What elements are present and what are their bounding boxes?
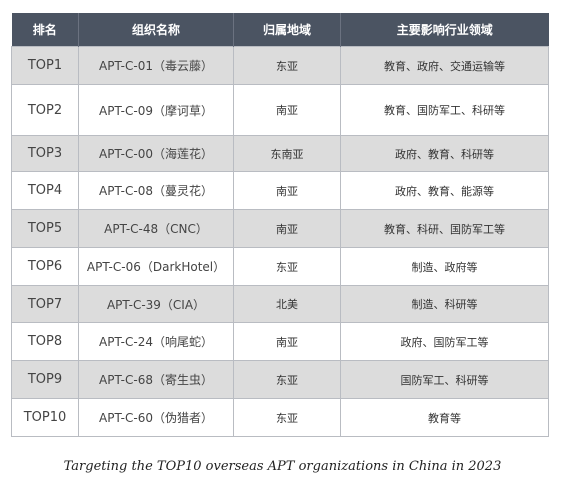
organization-cell: APT-C-09（摩诃草） <box>78 84 234 136</box>
table-row: TOP3 APT-C-00（海莲花） 东南亚 政府、教育、科研等 <box>11 135 549 172</box>
region-cell: 南亚 <box>233 84 341 136</box>
organization-cell: APT-C-39（CIA） <box>78 285 234 323</box>
region-cell: 南亚 <box>233 209 341 248</box>
region-cell: 东亚 <box>233 398 341 437</box>
table-row: TOP1 APT-C-01（毒云藤） 东亚 教育、政府、交通运输等 <box>11 46 549 85</box>
table-row: TOP9 APT-C-68（寄生虫） 东亚 国防军工、科研等 <box>11 360 549 399</box>
organization-cell: APT-C-60（伪猎者） <box>78 398 234 437</box>
rank-cell: TOP6 <box>11 247 79 286</box>
region-cell: 东亚 <box>233 46 341 85</box>
rank-cell: TOP10 <box>11 398 79 437</box>
industry-cell: 教育、国防军工、科研等 <box>340 84 549 136</box>
header-region: 归属地域 <box>233 13 341 47</box>
industry-cell: 政府、教育、科研等 <box>340 135 549 172</box>
region-cell: 东南亚 <box>233 135 341 172</box>
table-header: 排名 组织名称 归属地域 主要影响行业领域 <box>11 13 549 47</box>
industry-cell: 制造、政府等 <box>340 247 549 286</box>
industry-cell: 教育、政府、交通运输等 <box>340 46 549 85</box>
table-row: TOP8 APT-C-24（响尾蛇） 南亚 政府、国防军工等 <box>11 322 549 361</box>
organization-cell: APT-C-00（海莲花） <box>78 135 234 172</box>
organization-cell: APT-C-68（寄生虫） <box>78 360 234 399</box>
region-cell: 东亚 <box>233 247 341 286</box>
table-row: TOP6 APT-C-06（DarkHotel） 东亚 制造、政府等 <box>11 247 549 286</box>
table-body: TOP1 APT-C-01（毒云藤） 东亚 教育、政府、交通运输等 TOP2 APT-C-… <box>11 46 549 437</box>
region-cell: 南亚 <box>233 171 341 210</box>
table-row: TOP10 APT-C-60（伪猎者） 东亚 教育等 <box>11 398 549 437</box>
industry-cell: 教育、科研、国防军工等 <box>340 209 549 248</box>
rank-cell: TOP1 <box>11 46 79 85</box>
organization-cell: APT-C-01（毒云藤） <box>78 46 234 85</box>
organization-cell: APT-C-06（DarkHotel） <box>78 247 234 286</box>
industry-cell: 教育等 <box>340 398 549 437</box>
industry-cell: 政府、教育、能源等 <box>340 171 549 210</box>
table-row: TOP4 APT-C-08（蔓灵花） 南亚 政府、教育、能源等 <box>11 171 549 210</box>
rank-cell: TOP2 <box>11 84 79 136</box>
industry-cell: 国防军工、科研等 <box>340 360 549 399</box>
figure-caption: Targeting the TOP10 overseas APT organiz… <box>63 459 502 474</box>
organization-cell: APT-C-24（响尾蛇） <box>78 322 234 361</box>
header-organization: 组织名称 <box>78 13 234 47</box>
rank-cell: TOP8 <box>11 322 79 361</box>
header-industry: 主要影响行业领域 <box>340 13 549 47</box>
header-rank: 排名 <box>11 13 79 47</box>
apt-ranking-table-container: 排名 组织名称 归属地域 主要影响行业领域 TOP1 APT-C-01（毒云藤）东… <box>11 13 549 437</box>
industry-cell: 政府、国防军工等 <box>340 322 549 361</box>
rank-cell: TOP5 <box>11 209 79 248</box>
table-row: TOP5 APT-C-48（CNC） 南亚 教育、科研、国防军工等 <box>11 209 549 248</box>
organization-cell: APT-C-08（蔓灵花） <box>78 171 234 210</box>
region-cell: 北美 <box>233 285 341 323</box>
rank-cell: TOP4 <box>11 171 79 210</box>
header-row: 排名 组织名称 归属地域 主要影响行业领域 <box>11 13 549 47</box>
apt-ranking-table: 排名 组织名称 归属地域 主要影响行业领域 TOP1 APT-C-01（毒云藤）东… <box>11 13 549 437</box>
table-row: TOP2 APT-C-09（摩诃草） 南亚 教育、国防军工、科研等 <box>11 84 549 136</box>
rank-cell: TOP9 <box>11 360 79 399</box>
rank-cell: TOP7 <box>11 285 79 323</box>
rank-cell: TOP3 <box>11 135 79 172</box>
industry-cell: 制造、科研等 <box>340 285 549 323</box>
region-cell: 东亚 <box>233 360 341 399</box>
table-row: TOP7 APT-C-39（CIA） 北美 制造、科研等 <box>11 285 549 323</box>
region-cell: 南亚 <box>233 322 341 361</box>
organization-cell: APT-C-48（CNC） <box>78 209 234 248</box>
